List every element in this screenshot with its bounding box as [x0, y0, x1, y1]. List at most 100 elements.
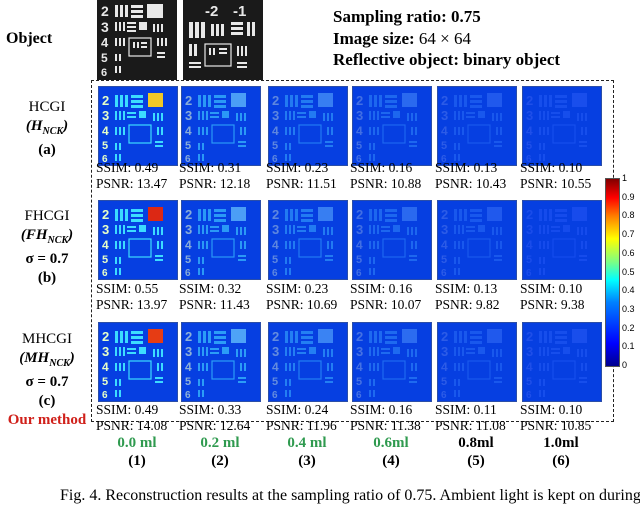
- psnr-value: PSNR: 11.51: [266, 176, 337, 191]
- tile-digit: 5: [272, 376, 278, 388]
- tile-digit: 2: [185, 207, 192, 222]
- image-size-label: Image size: 64 × 64: [333, 28, 471, 49]
- image-size-prefix: Image size:: [333, 29, 419, 48]
- colorbar-tick-label: 0.5: [622, 266, 635, 277]
- reflective-object-label: Reflective object: binary object: [333, 50, 561, 69]
- tile-digit: 4: [526, 360, 533, 374]
- tile-digit: 4: [272, 238, 279, 252]
- tile-digit: 3: [102, 108, 109, 123]
- tile-digit: 6: [356, 154, 362, 165]
- tile-digit: 4: [356, 360, 363, 374]
- tile-digit: 6: [526, 390, 532, 401]
- metric-cell: SSIM: 0.31 PSNR: 12.18: [179, 160, 250, 192]
- psnr-value: PSNR: 14.08: [96, 418, 168, 433]
- psnr-value: PSNR: 11.96: [266, 418, 337, 433]
- tile-digit: 6: [441, 268, 447, 279]
- colorbar-tick-label: 0.6: [622, 247, 635, 258]
- psnr-value: PSNR: 13.97: [96, 297, 168, 312]
- row-name: FHCGI: [24, 208, 70, 224]
- tile-digit: 2: [272, 93, 279, 108]
- psnr-value: PSNR: 10.55: [520, 176, 592, 191]
- row-tag: (c): [38, 393, 56, 409]
- tile-digit: 5: [102, 140, 108, 152]
- tile-digit: 4: [526, 124, 533, 138]
- metric-cell: SSIM: 0.13 PSNR: 9.82: [435, 281, 500, 313]
- colorbar: [605, 178, 620, 367]
- tile-digit: 4: [102, 124, 109, 138]
- metric-cell: SSIM: 0.10 PSNR: 10.85: [520, 402, 591, 434]
- column-index: (6): [552, 453, 570, 469]
- metric-cell: SSIM: 0.10 PSNR: 9.38: [520, 281, 585, 313]
- tile-digit: 4: [356, 238, 363, 252]
- column-amount: 0.0 ml: [117, 435, 157, 451]
- column-label: 0.8ml (5): [436, 434, 516, 470]
- tile-digit: 4: [441, 360, 448, 374]
- object-digit: -1: [233, 3, 246, 20]
- tile-digit: 6: [526, 268, 532, 279]
- tile-digit: 2: [185, 329, 192, 344]
- tile-digit: 5: [441, 140, 447, 152]
- tile-digit: 2: [272, 207, 279, 222]
- ssim-value: SSIM: 0.23: [266, 281, 329, 296]
- row-label-mhcgi: MHCGI (MHNCK) σ = 0.7 (c) Our method: [2, 330, 92, 430]
- tile-digit: 2: [356, 207, 363, 222]
- tile-digit: 6: [272, 154, 278, 165]
- tile-digit: 4: [441, 124, 448, 138]
- ssim-value: SSIM: 0.31: [179, 160, 242, 175]
- object-image-left: 2 3 4 5 6: [97, 0, 177, 80]
- tile-digit: 2: [356, 93, 363, 108]
- psnr-value: PSNR: 9.82: [435, 297, 500, 312]
- column-amount: 1.0ml: [543, 435, 579, 451]
- tile-digit: 2: [102, 329, 109, 344]
- colorbar-tick-label: 0.3: [622, 303, 635, 314]
- tile-digit: 2: [526, 93, 533, 108]
- ssim-value: SSIM: 0.16: [350, 160, 413, 175]
- row-name: MHCGI: [21, 331, 72, 347]
- tile-digit: 4: [356, 124, 363, 138]
- psnr-value: PSNR: 12.18: [179, 176, 251, 191]
- psnr-value: PSNR: 12.64: [179, 418, 251, 433]
- psnr-value: PSNR: 13.47: [96, 176, 168, 191]
- psnr-value: PSNR: 11.08: [435, 418, 506, 433]
- tile-digit: 2: [441, 329, 448, 344]
- ssim-value: SSIM: 0.16: [350, 281, 413, 296]
- psnr-value: PSNR: 10.43: [435, 176, 507, 191]
- tile-digit: 4: [102, 360, 109, 374]
- tile-digit: 6: [272, 390, 278, 401]
- tile-digit: 5: [272, 140, 278, 152]
- tile-digit: 3: [102, 344, 109, 359]
- object-digit: -2: [205, 3, 218, 20]
- psnr-value: PSNR: 11.38: [350, 418, 421, 433]
- metric-cell: SSIM: 0.13 PSNR: 10.43: [435, 160, 506, 192]
- tile-digit: 4: [441, 238, 448, 252]
- object-digit: 2: [101, 3, 109, 19]
- row-tag: (a): [38, 142, 56, 158]
- column-amount: 0.8ml: [458, 435, 494, 451]
- column-amount: 0.6ml: [373, 435, 409, 451]
- metric-cell: SSIM: 0.32 PSNR: 11.43: [179, 281, 250, 313]
- row-label-fhcgi: FHCGI (FHNCK) σ = 0.7 (b): [2, 207, 92, 288]
- tile-digit: 3: [441, 222, 448, 237]
- tile-digit: 3: [356, 108, 363, 123]
- tile-digit: 2: [272, 329, 279, 344]
- ssim-value: SSIM: 0.49: [96, 160, 159, 175]
- tile-digit: 6: [185, 154, 191, 165]
- tile-digit: 4: [526, 238, 533, 252]
- row-sigma: σ = 0.7: [25, 251, 69, 267]
- tile-digit: 6: [356, 268, 362, 279]
- colorbar-tick-label: 0.9: [622, 191, 635, 202]
- tile-digit: 3: [526, 108, 533, 123]
- ssim-value: SSIM: 0.33: [179, 402, 242, 417]
- column-index: (1): [128, 453, 146, 469]
